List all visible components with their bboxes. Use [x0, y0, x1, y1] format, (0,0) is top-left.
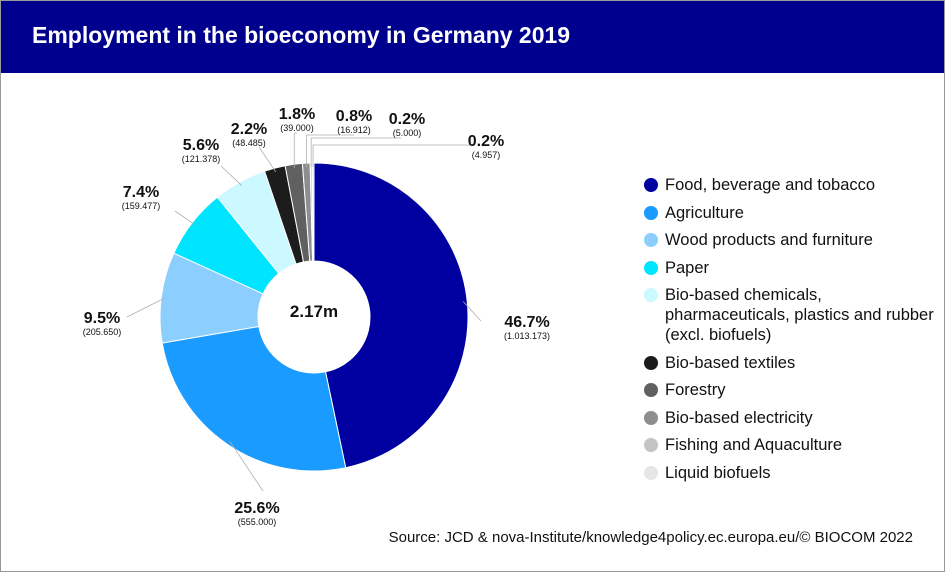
slice-percent-label: 9.5% [84, 310, 120, 327]
legend-item: Liquid biofuels [644, 463, 934, 483]
slice-percent-label: 25.6% [234, 500, 279, 517]
slice-value-label: (39.000) [280, 123, 314, 133]
donut-center-label: 2.17m [290, 302, 338, 321]
slice-labels: 46.7%(1.013.173) 25.6%(555.000) 9.5%(205.6… [83, 106, 550, 527]
leader-line [462, 301, 482, 322]
slice-value-label: (159.477) [122, 201, 161, 211]
legend-label: Bio-based electricity [665, 408, 813, 427]
chart-title: Employment in the bioeconomy in Germany … [32, 22, 571, 48]
leader-line [126, 297, 166, 318]
legend-label: Wood products and furniture [665, 231, 873, 249]
legend-item: Wood products and furniture [644, 230, 934, 250]
slice-percent-label: 5.6% [183, 137, 219, 154]
legend-label: Bio-based textiles [665, 353, 796, 372]
slice-value-label: (5.000) [393, 128, 422, 138]
legend-label: Paper [665, 258, 710, 277]
legend-item: Bio-based textiles [644, 353, 934, 373]
legend-label: Bio-based chemicals, pharmaceuticals, pl… [665, 286, 934, 344]
leader-line [306, 134, 354, 168]
legend-item: Bio-based chemicals, pharmaceuticals, pl… [644, 285, 934, 345]
legend-item: Forestry [644, 380, 934, 400]
legend: Food, beverage and tobacco Agriculture Woo… [644, 175, 934, 490]
legend-label: Fishing and Aquaculture [665, 436, 843, 454]
slice-value-label: (1.013.173) [504, 331, 550, 341]
slice-value-label: (555.000) [238, 517, 277, 527]
slice-value-label: (48.485) [232, 138, 266, 148]
legend-label: Agriculture [665, 203, 744, 222]
legend-item: Food, beverage and tobacco [644, 175, 934, 195]
leader-line [293, 132, 297, 169]
source-note: Source: JCD & nova-Institute/knowledge4p… [388, 529, 913, 546]
donut-slices [159, 162, 469, 472]
legend-swatch [644, 438, 658, 452]
leader-line [310, 137, 401, 168]
slice-value-label: (4.957) [472, 150, 501, 160]
slice-percent-label: 0.8% [336, 108, 372, 125]
slice-value-label: (16.912) [337, 125, 371, 135]
slice-percent-label: 0.2% [389, 111, 425, 128]
legend-swatch [644, 288, 658, 302]
slice-percent-label: 0.2% [468, 133, 504, 150]
legend-swatch [644, 465, 658, 480]
legend-label: Food, beverage and tobacco [665, 176, 876, 194]
legend-swatch [644, 260, 658, 275]
legend-item: Bio-based electricity [644, 408, 934, 428]
slice-value-label: (121.378) [182, 154, 221, 164]
leader-line [312, 144, 471, 168]
donut-hole [258, 261, 370, 373]
legend-item: Agriculture [644, 203, 934, 223]
legend-swatch [644, 205, 658, 220]
legend-swatch [644, 233, 658, 247]
legend-item: Paper [644, 258, 934, 278]
slice-percent-label: 1.8% [279, 106, 315, 123]
leader-line [229, 440, 264, 492]
legend-swatch [644, 410, 658, 425]
legend-label: Forestry [665, 381, 726, 399]
leader-line [258, 146, 277, 173]
leader-lines [126, 132, 482, 492]
title-banner: Employment in the bioeconomy in Germany … [1, 1, 944, 73]
legend-swatch [644, 383, 658, 397]
legend-label: Liquid biofuels [665, 463, 771, 482]
leader-line [220, 165, 243, 186]
slice-percent-label: 46.7% [504, 314, 549, 331]
legend-swatch [644, 178, 658, 192]
slice-value-label: (205.650) [83, 327, 122, 337]
slice-percent-label: 7.4% [123, 184, 159, 201]
slice-percent-label: 2.2% [231, 121, 267, 138]
leader-line [174, 210, 196, 226]
legend-swatch [644, 355, 658, 370]
legend-item: Fishing and Aquaculture [644, 435, 934, 455]
